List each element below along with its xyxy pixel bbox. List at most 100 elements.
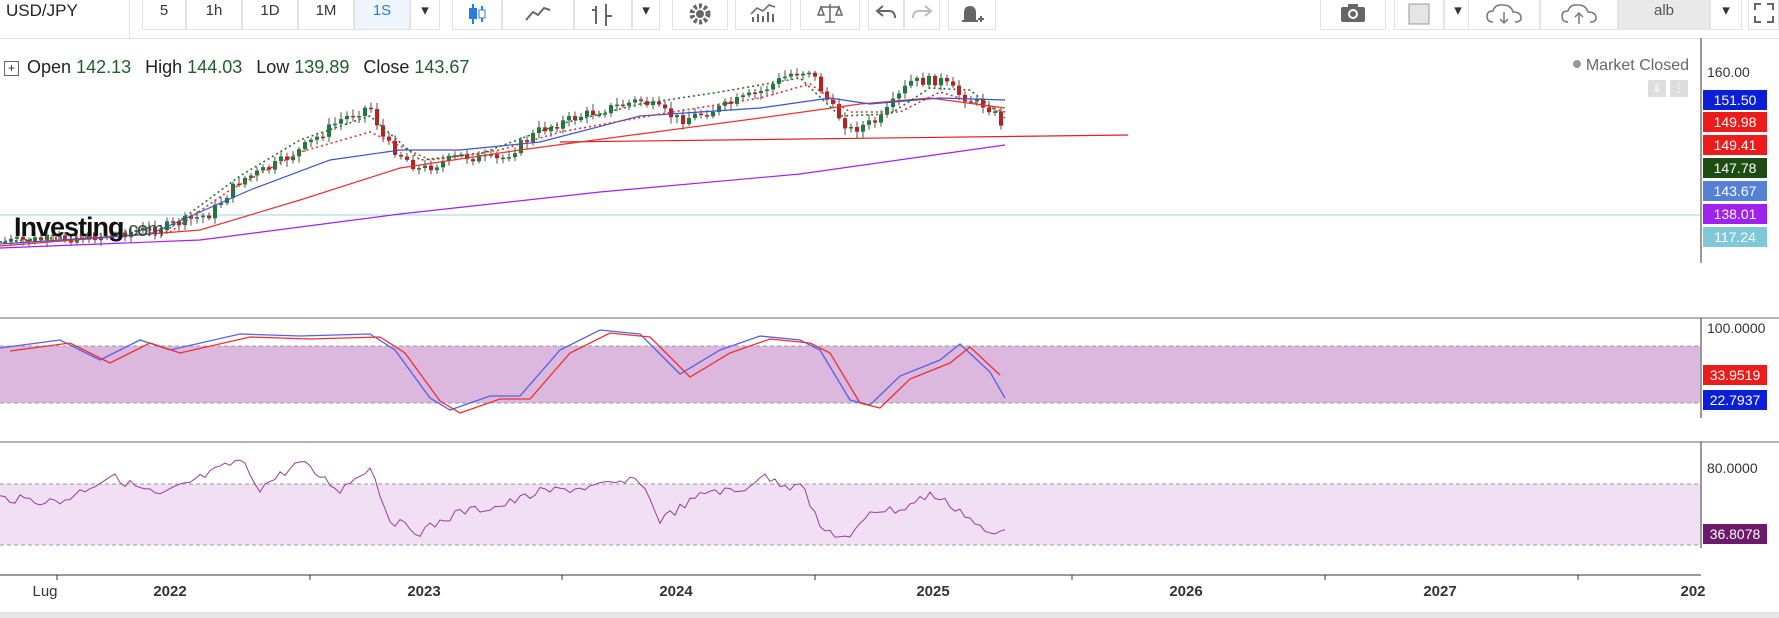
candle-body <box>693 113 697 119</box>
candle-body <box>21 236 25 240</box>
price-tag: 149.98 <box>1703 112 1767 132</box>
candle-body <box>183 216 187 226</box>
timeframe-1s-button[interactable]: 1S <box>354 0 410 30</box>
ma-10-line <box>0 77 1006 243</box>
candle-body <box>849 126 853 129</box>
candle-body <box>273 161 277 170</box>
candle-body <box>423 165 427 169</box>
account-button[interactable]: alb <box>1618 0 1710 30</box>
candle-body <box>711 111 715 117</box>
screenshot-button[interactable] <box>1320 0 1386 30</box>
candle-body <box>999 111 1003 126</box>
chart-toolbar: USD/JPY 5 1h 1D 1M 1S ▾ ▾ ▾ alb ▾ <box>0 0 1779 39</box>
candle-body <box>651 101 655 106</box>
candle-body <box>549 127 553 132</box>
candle-body <box>87 232 91 240</box>
time-axis-label: 202 <box>1680 583 1706 600</box>
candle-body <box>801 73 805 76</box>
stoch-tag: 22.7937 <box>1703 390 1767 410</box>
candle-body <box>207 215 211 219</box>
fullscreen-button[interactable] <box>1748 0 1779 30</box>
open-value: 142.13 <box>76 57 132 77</box>
gear-icon <box>689 3 711 25</box>
line-chart-icon <box>525 6 551 21</box>
candle-body <box>909 80 913 86</box>
candle-body <box>813 72 817 77</box>
compare-chart-button[interactable] <box>735 0 791 30</box>
candle-body <box>819 76 823 92</box>
horizontal-scrollbar[interactable] <box>0 612 1779 618</box>
stoch-d-line <box>9 332 1001 414</box>
candle-body <box>633 99 637 103</box>
ma-200-line <box>0 144 1006 249</box>
candle-body <box>855 126 859 132</box>
candle-chart-button[interactable] <box>452 0 502 30</box>
line-chart-button[interactable] <box>502 0 574 30</box>
candle-body <box>699 113 703 116</box>
candle-body <box>741 95 745 98</box>
indicators-dropdown[interactable]: ▾ <box>632 0 660 30</box>
scale-icon <box>816 4 844 23</box>
load-chart-button[interactable] <box>1468 0 1540 30</box>
timeframe-1d-button[interactable]: 1D <box>242 0 298 30</box>
save-chart-button[interactable] <box>1540 0 1618 30</box>
expand-legend-icon[interactable]: + <box>4 61 19 76</box>
candle-body <box>213 204 217 219</box>
layout-button[interactable] <box>1394 0 1444 30</box>
price-tag: 143.67 <box>1703 181 1767 201</box>
candle-body <box>237 183 241 186</box>
candlestick-icon <box>469 4 486 24</box>
symbol-name[interactable]: USD/JPY <box>0 0 130 38</box>
candle-body <box>345 115 349 120</box>
candle-body <box>885 107 889 115</box>
camera-icon <box>1341 4 1365 22</box>
pane-menu-icon[interactable]: ⋮ <box>1670 80 1688 97</box>
candle-body <box>465 154 469 160</box>
candle-body <box>219 203 223 205</box>
price-tag: 147.78 <box>1703 158 1767 178</box>
candle-body <box>393 140 397 155</box>
undo-button[interactable] <box>868 0 904 30</box>
candle-body <box>561 120 565 129</box>
timeframe-1h-button[interactable]: 1h <box>186 0 242 30</box>
candle-body <box>879 114 883 123</box>
indicators-button[interactable] <box>574 0 632 30</box>
timeframe-5-button[interactable]: 5 <box>142 0 186 30</box>
candle-body <box>861 124 865 132</box>
candle-body <box>945 78 949 82</box>
settings-button[interactable] <box>672 0 728 30</box>
rsi-axis-top-label: 80.0000 <box>1707 460 1758 476</box>
candle-body <box>459 154 463 156</box>
candle-body <box>51 234 55 237</box>
candle-body <box>507 157 511 159</box>
account-dropdown[interactable]: ▾ <box>1710 0 1742 30</box>
candle-body <box>327 124 331 137</box>
candle-body <box>387 136 391 141</box>
balance-button[interactable] <box>800 0 860 30</box>
candle-body <box>993 111 997 113</box>
candle-body <box>375 108 379 126</box>
candle-body <box>513 153 517 158</box>
redo-button[interactable] <box>904 0 940 30</box>
expand-icon <box>1753 3 1774 23</box>
stoch-band <box>0 346 1700 403</box>
layout-dropdown[interactable]: ▾ <box>1444 0 1472 30</box>
candle-body <box>939 78 943 86</box>
candle-body <box>807 72 811 75</box>
candle-body <box>915 77 919 81</box>
scroll-down-icon[interactable]: ⇓ <box>1648 80 1666 97</box>
candle-body <box>135 230 139 233</box>
time-axis-label: Lug <box>32 583 58 600</box>
ma-100-line <box>0 97 1006 247</box>
timeframe-dropdown[interactable]: ▾ <box>410 0 440 30</box>
candle-body <box>789 73 793 77</box>
bell-plus-icon <box>962 6 984 22</box>
candle-body <box>369 107 373 110</box>
candle-body <box>357 116 361 118</box>
candle-body <box>519 140 523 154</box>
timeframe-1m-button[interactable]: 1M <box>298 0 354 30</box>
alert-button[interactable] <box>948 0 996 30</box>
candle-body <box>57 235 61 237</box>
candle-body <box>111 233 115 237</box>
